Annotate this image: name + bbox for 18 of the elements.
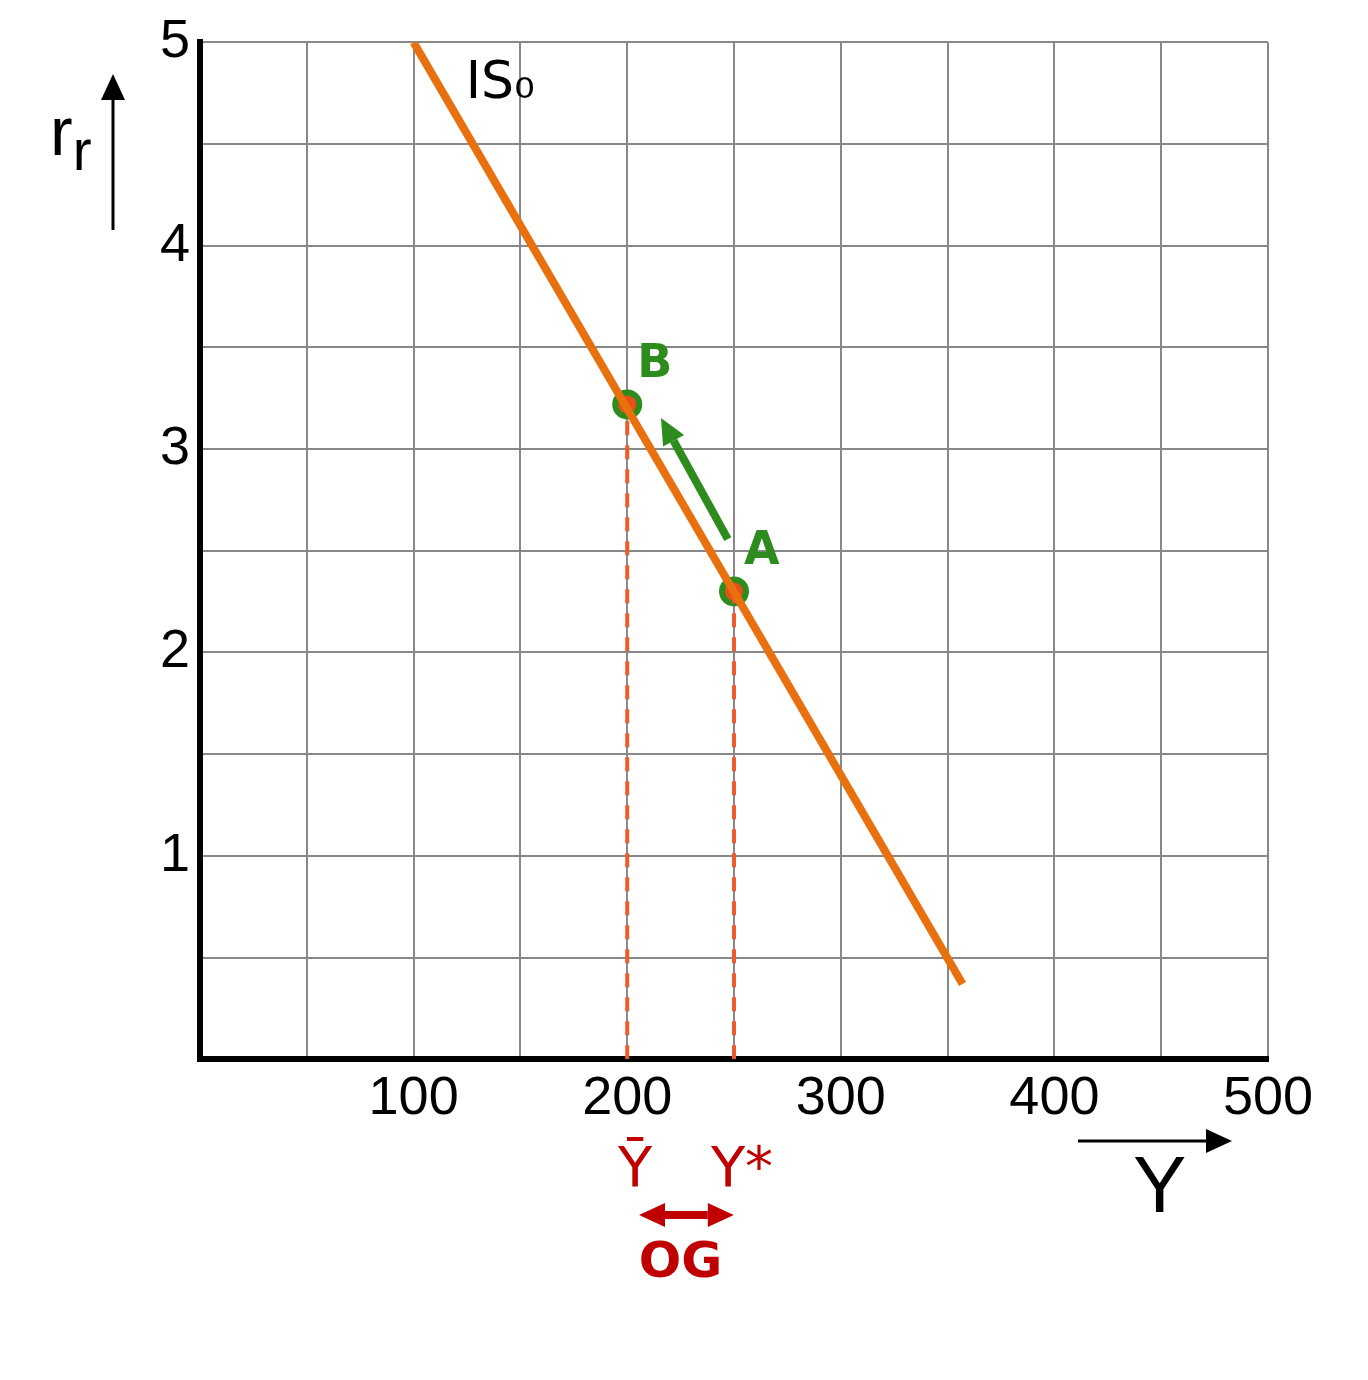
x-tick-label: 300 (795, 1065, 886, 1126)
y-tick-label: 3 (159, 415, 191, 476)
annotation: B (637, 334, 673, 389)
y-tick-label: 5 (159, 8, 191, 69)
y-tick-label: 4 (159, 211, 191, 272)
text: Y* (709, 1133, 774, 1199)
x-tick-label: 200 (582, 1065, 673, 1126)
x-tick-label: 500 (1222, 1065, 1314, 1126)
annotation: A (744, 521, 781, 576)
y-tick-label: 2 (159, 618, 191, 679)
x-tick-label: 400 (1009, 1065, 1100, 1126)
x-axis-title: Y (1133, 1139, 1187, 1232)
y-axis-title: r$_{r}$ (50, 92, 92, 183)
x-tick-label: 100 (368, 1065, 459, 1126)
text: OG (638, 1231, 723, 1290)
series-label: IS₀ (465, 49, 535, 110)
y-tick-label: 1 (159, 821, 191, 882)
text: Ȳ (617, 1133, 654, 1199)
